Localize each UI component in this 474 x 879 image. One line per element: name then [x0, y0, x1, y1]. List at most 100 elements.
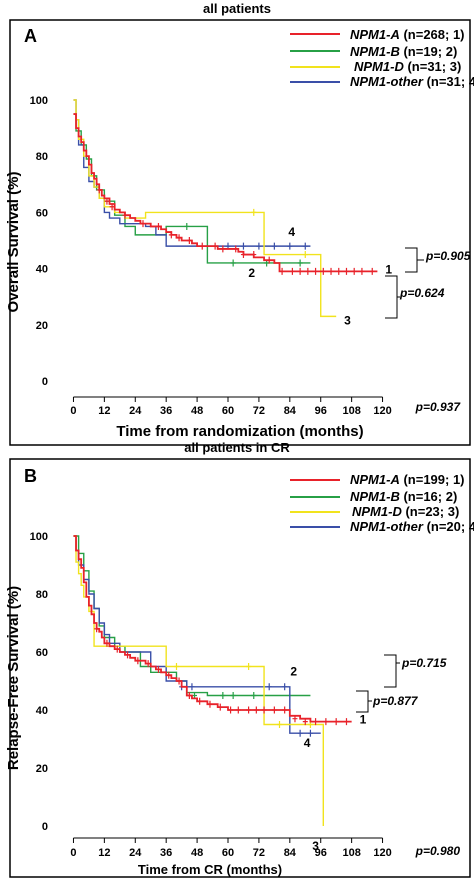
panel-b-y-axis-label: Relapse-Free Survival (%) [5, 586, 22, 770]
legend-entry-npm1-d: NPM1-D (n=23; 3) [352, 504, 459, 519]
censor-mark-npm1-a [271, 706, 277, 714]
censor-mark-npm1-a [336, 267, 342, 275]
censor-mark-npm1-a [261, 706, 267, 714]
censor-mark-npm1-a [176, 234, 182, 242]
panel-a-x-axis-label: Time from randomization (months) [116, 423, 363, 440]
censor-mark-npm1-a [246, 706, 252, 714]
censor-mark-npm1-a [313, 267, 319, 275]
censor-mark-npm1-a [305, 267, 311, 275]
x-tick-label: 108 [342, 405, 360, 417]
censor-mark-npm1-a [279, 267, 285, 275]
censor-mark-npm1-a [155, 222, 161, 230]
x-tick-label: 48 [191, 847, 203, 859]
censor-mark-npm1-a [282, 706, 288, 714]
legend-entry-npm1-other: NPM1-other (n=20; 4) [350, 519, 474, 534]
censor-mark-npm1-other [307, 729, 313, 737]
series-line-npm1-a [73, 535, 352, 723]
panel-b-x-axis-label: Time from CR (months) [138, 862, 282, 877]
censor-mark-npm1-a [109, 203, 115, 211]
censor-mark-npm1-a [217, 703, 223, 711]
censor-mark-npm1-other [297, 729, 303, 737]
end-label-npm1-a: 1 [385, 262, 392, 276]
censor-mark-npm1-a [302, 718, 308, 726]
censor-mark-npm1-a [96, 186, 102, 194]
y-tick-label: 80 [36, 151, 48, 163]
censor-mark-npm1-b [220, 692, 226, 699]
censor-mark-npm1-a [104, 639, 110, 647]
pvalue-1-3: p=0.624 [399, 286, 445, 300]
censor-mark-npm1-a [145, 660, 151, 668]
censor-mark-npm1-other [240, 242, 246, 250]
censor-mark-npm1-a [186, 692, 192, 699]
censor-mark-npm1-d [251, 208, 257, 216]
y-tick-label: 60 [36, 647, 48, 659]
censor-mark-npm1-a [94, 625, 100, 633]
y-tick-label: 100 [30, 531, 48, 543]
censor-mark-npm1-a [166, 671, 172, 679]
series-line-npm1-d [73, 99, 337, 318]
panel-a-letter: A [24, 26, 37, 46]
y-tick-label: 20 [36, 763, 48, 775]
x-tick-label: 72 [253, 847, 265, 859]
panel-a-legend: NPM1-A (n=268; 1) NPM1-B (n=19; 2) NPM1-… [290, 27, 474, 89]
censor-mark-npm1-a [328, 267, 334, 275]
censor-mark-npm1-a [292, 715, 298, 723]
y-tick-label: 0 [42, 821, 48, 833]
y-tick-label: 40 [36, 264, 48, 276]
y-tick-label: 80 [36, 589, 48, 601]
censor-mark-npm1-a [186, 237, 192, 244]
censor-mark-npm1-a [135, 657, 141, 665]
censor-mark-npm1-b [230, 692, 236, 699]
x-tick-label: 108 [342, 847, 360, 859]
x-tick-label: 24 [129, 405, 142, 417]
panel-a-frame [9, 19, 471, 446]
series-line-npm1-b [73, 535, 311, 697]
censor-mark-npm1-a [240, 251, 246, 259]
x-tick-label: 84 [284, 405, 297, 417]
censor-mark-npm1-a [212, 242, 218, 250]
censor-mark-npm1-other [266, 683, 272, 691]
panel-b-frame [9, 458, 471, 878]
legend-entry-npm1-b: NPM1-B (n=16; 2) [350, 489, 457, 504]
censor-mark-npm1-d [246, 663, 252, 670]
x-tick-label: 120 [373, 847, 391, 859]
censor-mark-npm1-a [266, 256, 272, 264]
censor-mark-npm1-a [114, 645, 120, 653]
series-line-npm1-other [73, 99, 311, 247]
censor-mark-npm1-b [297, 259, 303, 267]
censor-mark-npm1-other [271, 242, 277, 250]
censor-mark-npm1-b [184, 222, 190, 230]
panel-a-pvalue-brackets: p=0.905 p=0.624 p=0.937 [385, 247, 471, 414]
panel-a-header: all patients [203, 1, 271, 16]
y-tick-label: 20 [36, 320, 48, 332]
x-tick-label: 0 [70, 847, 76, 859]
x-tick-label: 24 [129, 847, 142, 859]
x-tick-label: 60 [222, 847, 234, 859]
censor-mark-npm1-a [228, 706, 234, 714]
x-tick-label: 84 [284, 847, 297, 859]
bracket-1-2 [384, 654, 397, 688]
x-tick-label: 36 [160, 405, 172, 417]
censor-mark-npm1-a [122, 211, 128, 219]
censor-mark-npm1-a [233, 245, 239, 253]
panel-b: all patients in CR B Relapse-Free Surviv… [5, 440, 474, 878]
pvalue-1-4: p=0.905 [425, 249, 471, 263]
bracket-1-3 [385, 275, 398, 319]
censor-mark-npm1-a [333, 718, 339, 726]
panel-a-y-axis-label: Overall Survival (%) [5, 172, 22, 313]
censor-mark-npm1-a [297, 267, 303, 275]
legend-entry-npm1-a: NPM1-A (n=268; 1) [350, 27, 465, 42]
end-label-npm1-other: 4 [304, 736, 311, 750]
x-tick-label: 12 [98, 847, 110, 859]
censor-mark-npm1-a [235, 706, 241, 714]
end-label-npm1-a: 1 [360, 713, 367, 727]
censor-mark-npm1-other [189, 683, 195, 691]
censor-mark-npm1-b [230, 259, 236, 267]
censor-mark-npm1-a [351, 267, 357, 275]
pvalue-overall: p=0.937 [415, 400, 462, 414]
x-tick-label: 96 [315, 847, 327, 859]
censor-mark-npm1-a [343, 718, 349, 726]
panel-a: all patients A Overall Survival (%) Time… [5, 1, 474, 446]
pvalue-1-2: p=0.715 [401, 656, 447, 670]
